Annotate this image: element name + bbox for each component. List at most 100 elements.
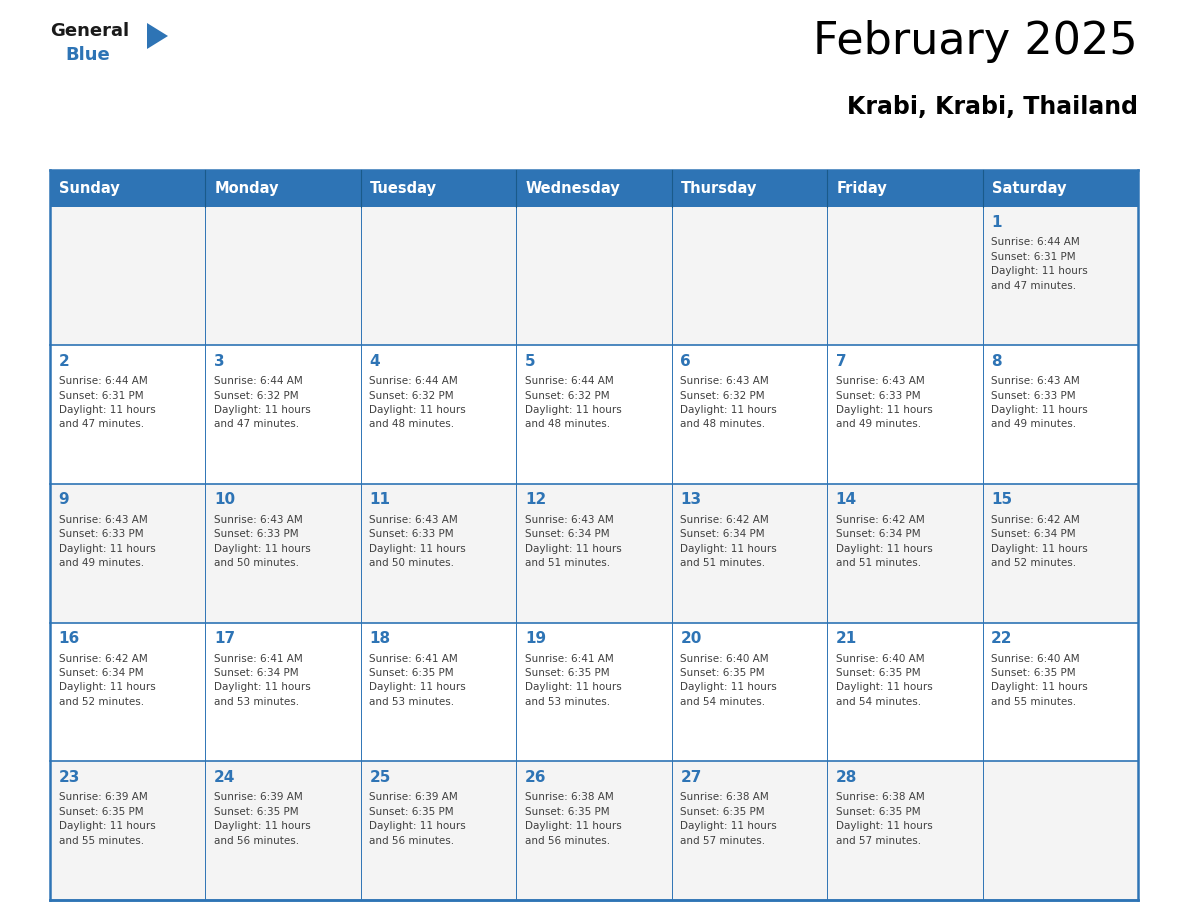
Text: Sunrise: 6:43 AM
Sunset: 6:33 PM
Daylight: 11 hours
and 50 minutes.: Sunrise: 6:43 AM Sunset: 6:33 PM Dayligh…: [214, 515, 311, 568]
Bar: [671, 207, 827, 345]
Text: Sunrise: 6:44 AM
Sunset: 6:31 PM
Daylight: 11 hours
and 47 minutes.: Sunrise: 6:44 AM Sunset: 6:31 PM Dayligh…: [991, 238, 1088, 291]
Bar: [982, 207, 1138, 345]
Bar: [517, 484, 671, 622]
Text: Sunrise: 6:40 AM
Sunset: 6:35 PM
Daylight: 11 hours
and 54 minutes.: Sunrise: 6:40 AM Sunset: 6:35 PM Dayligh…: [681, 654, 777, 707]
Text: 8: 8: [991, 353, 1001, 369]
Text: 7: 7: [835, 353, 846, 369]
Text: Sunrise: 6:40 AM
Sunset: 6:35 PM
Daylight: 11 hours
and 54 minutes.: Sunrise: 6:40 AM Sunset: 6:35 PM Dayligh…: [835, 654, 933, 707]
Text: Sunrise: 6:39 AM
Sunset: 6:35 PM
Daylight: 11 hours
and 56 minutes.: Sunrise: 6:39 AM Sunset: 6:35 PM Dayligh…: [369, 792, 466, 845]
Bar: [50, 345, 206, 484]
Text: Sunrise: 6:43 AM
Sunset: 6:33 PM
Daylight: 11 hours
and 50 minutes.: Sunrise: 6:43 AM Sunset: 6:33 PM Dayligh…: [369, 515, 466, 568]
Text: 26: 26: [525, 770, 546, 785]
Bar: [50, 170, 206, 207]
Bar: [671, 345, 827, 484]
Text: 18: 18: [369, 631, 391, 646]
Text: 5: 5: [525, 353, 536, 369]
Text: Sunrise: 6:44 AM
Sunset: 6:32 PM
Daylight: 11 hours
and 48 minutes.: Sunrise: 6:44 AM Sunset: 6:32 PM Dayligh…: [525, 376, 621, 430]
Text: Tuesday: Tuesday: [371, 181, 437, 196]
Text: 9: 9: [58, 492, 69, 508]
Text: Sunrise: 6:43 AM
Sunset: 6:32 PM
Daylight: 11 hours
and 48 minutes.: Sunrise: 6:43 AM Sunset: 6:32 PM Dayligh…: [681, 376, 777, 430]
Text: 14: 14: [835, 492, 857, 508]
Text: 21: 21: [835, 631, 857, 646]
Bar: [206, 622, 361, 761]
Text: 17: 17: [214, 631, 235, 646]
Bar: [982, 170, 1138, 207]
Bar: [517, 170, 671, 207]
Text: 13: 13: [681, 492, 701, 508]
Text: 2: 2: [58, 353, 69, 369]
Text: Sunrise: 6:43 AM
Sunset: 6:33 PM
Daylight: 11 hours
and 49 minutes.: Sunrise: 6:43 AM Sunset: 6:33 PM Dayligh…: [991, 376, 1088, 430]
Polygon shape: [147, 23, 168, 49]
Text: Sunday: Sunday: [59, 181, 120, 196]
Bar: [671, 761, 827, 900]
Bar: [361, 622, 517, 761]
Text: General: General: [50, 22, 129, 40]
Text: February 2025: February 2025: [814, 20, 1138, 63]
Bar: [827, 170, 982, 207]
Text: Sunrise: 6:44 AM
Sunset: 6:32 PM
Daylight: 11 hours
and 47 minutes.: Sunrise: 6:44 AM Sunset: 6:32 PM Dayligh…: [214, 376, 311, 430]
Text: 20: 20: [681, 631, 702, 646]
Text: Sunrise: 6:42 AM
Sunset: 6:34 PM
Daylight: 11 hours
and 52 minutes.: Sunrise: 6:42 AM Sunset: 6:34 PM Dayligh…: [58, 654, 156, 707]
Text: Thursday: Thursday: [681, 181, 758, 196]
Text: Sunrise: 6:43 AM
Sunset: 6:33 PM
Daylight: 11 hours
and 49 minutes.: Sunrise: 6:43 AM Sunset: 6:33 PM Dayligh…: [835, 376, 933, 430]
Text: Monday: Monday: [215, 181, 279, 196]
Text: Sunrise: 6:42 AM
Sunset: 6:34 PM
Daylight: 11 hours
and 51 minutes.: Sunrise: 6:42 AM Sunset: 6:34 PM Dayligh…: [681, 515, 777, 568]
Bar: [982, 761, 1138, 900]
Bar: [361, 207, 517, 345]
Text: Sunrise: 6:42 AM
Sunset: 6:34 PM
Daylight: 11 hours
and 52 minutes.: Sunrise: 6:42 AM Sunset: 6:34 PM Dayligh…: [991, 515, 1088, 568]
Text: 23: 23: [58, 770, 80, 785]
Text: 24: 24: [214, 770, 235, 785]
Bar: [206, 345, 361, 484]
Text: 28: 28: [835, 770, 857, 785]
Bar: [827, 622, 982, 761]
Text: Sunrise: 6:39 AM
Sunset: 6:35 PM
Daylight: 11 hours
and 55 minutes.: Sunrise: 6:39 AM Sunset: 6:35 PM Dayligh…: [58, 792, 156, 845]
Text: 4: 4: [369, 353, 380, 369]
Text: 12: 12: [525, 492, 546, 508]
Text: 6: 6: [681, 353, 691, 369]
Bar: [206, 170, 361, 207]
Text: Sunrise: 6:38 AM
Sunset: 6:35 PM
Daylight: 11 hours
and 56 minutes.: Sunrise: 6:38 AM Sunset: 6:35 PM Dayligh…: [525, 792, 621, 845]
Text: 10: 10: [214, 492, 235, 508]
Text: 11: 11: [369, 492, 391, 508]
Text: Sunrise: 6:42 AM
Sunset: 6:34 PM
Daylight: 11 hours
and 51 minutes.: Sunrise: 6:42 AM Sunset: 6:34 PM Dayligh…: [835, 515, 933, 568]
Text: 22: 22: [991, 631, 1012, 646]
Bar: [361, 170, 517, 207]
Text: Saturday: Saturday: [992, 181, 1067, 196]
Bar: [671, 170, 827, 207]
Bar: [982, 484, 1138, 622]
Text: Sunrise: 6:44 AM
Sunset: 6:32 PM
Daylight: 11 hours
and 48 minutes.: Sunrise: 6:44 AM Sunset: 6:32 PM Dayligh…: [369, 376, 466, 430]
Text: Friday: Friday: [836, 181, 887, 196]
Text: Sunrise: 6:41 AM
Sunset: 6:35 PM
Daylight: 11 hours
and 53 minutes.: Sunrise: 6:41 AM Sunset: 6:35 PM Dayligh…: [369, 654, 466, 707]
Text: Sunrise: 6:40 AM
Sunset: 6:35 PM
Daylight: 11 hours
and 55 minutes.: Sunrise: 6:40 AM Sunset: 6:35 PM Dayligh…: [991, 654, 1088, 707]
Text: Sunrise: 6:41 AM
Sunset: 6:34 PM
Daylight: 11 hours
and 53 minutes.: Sunrise: 6:41 AM Sunset: 6:34 PM Dayligh…: [214, 654, 311, 707]
Bar: [361, 345, 517, 484]
Bar: [671, 622, 827, 761]
Bar: [361, 761, 517, 900]
Text: Sunrise: 6:38 AM
Sunset: 6:35 PM
Daylight: 11 hours
and 57 minutes.: Sunrise: 6:38 AM Sunset: 6:35 PM Dayligh…: [681, 792, 777, 845]
Bar: [361, 484, 517, 622]
Text: Krabi, Krabi, Thailand: Krabi, Krabi, Thailand: [847, 95, 1138, 119]
Text: 25: 25: [369, 770, 391, 785]
Text: Wednesday: Wednesday: [525, 181, 620, 196]
Text: Sunrise: 6:38 AM
Sunset: 6:35 PM
Daylight: 11 hours
and 57 minutes.: Sunrise: 6:38 AM Sunset: 6:35 PM Dayligh…: [835, 792, 933, 845]
Bar: [50, 484, 206, 622]
Bar: [50, 761, 206, 900]
Bar: [517, 622, 671, 761]
Text: 16: 16: [58, 631, 80, 646]
Bar: [206, 207, 361, 345]
Text: Blue: Blue: [65, 46, 109, 64]
Bar: [206, 761, 361, 900]
Text: 19: 19: [525, 631, 546, 646]
Bar: [827, 484, 982, 622]
Bar: [982, 622, 1138, 761]
Bar: [206, 484, 361, 622]
Text: Sunrise: 6:44 AM
Sunset: 6:31 PM
Daylight: 11 hours
and 47 minutes.: Sunrise: 6:44 AM Sunset: 6:31 PM Dayligh…: [58, 376, 156, 430]
Bar: [671, 484, 827, 622]
Bar: [517, 761, 671, 900]
Text: 3: 3: [214, 353, 225, 369]
Bar: [827, 345, 982, 484]
Bar: [517, 207, 671, 345]
Text: Sunrise: 6:43 AM
Sunset: 6:34 PM
Daylight: 11 hours
and 51 minutes.: Sunrise: 6:43 AM Sunset: 6:34 PM Dayligh…: [525, 515, 621, 568]
Text: 15: 15: [991, 492, 1012, 508]
Bar: [50, 207, 206, 345]
